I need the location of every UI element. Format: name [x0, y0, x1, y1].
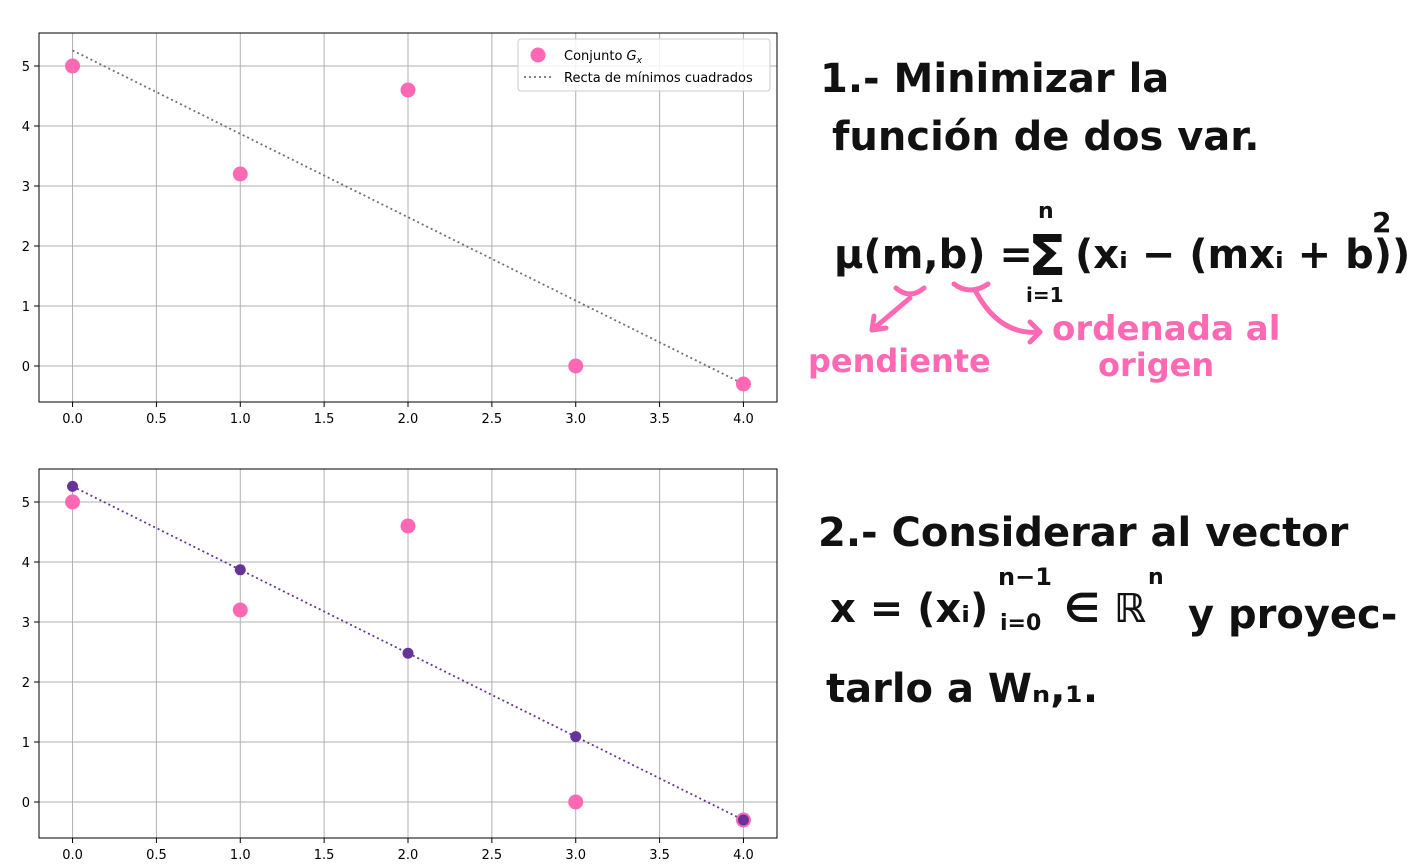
x-tick-label: 1.0: [230, 848, 251, 863]
legend-label: Conjunto Gx: [564, 49, 643, 66]
y-tick-label: 4: [22, 120, 30, 135]
y-tick-label: 0: [22, 360, 30, 375]
x-tick-label: 1.5: [314, 848, 335, 863]
legend: Conjunto Gx Recta de mínimos cuadrados: [517, 38, 771, 92]
formula-rhs: (xᵢ − (mxᵢ + b)): [1075, 232, 1410, 278]
x-tick-label: 0.0: [62, 412, 83, 427]
x-tick-label: 2.0: [398, 848, 419, 863]
step2-line3: tarlo a Wₙ,₁.: [826, 666, 1098, 712]
data-point: [65, 58, 81, 74]
data-point: [232, 602, 248, 618]
legend-label: Recta de mínimos cuadrados: [564, 71, 753, 86]
data-point: [735, 376, 751, 392]
step2-line1: 2.- Considerar al vector: [818, 510, 1349, 556]
data-point: [232, 166, 248, 182]
x-tick-label: 3.0: [565, 848, 586, 863]
data-point: [568, 358, 584, 374]
y-tick-label: 2: [22, 240, 30, 255]
chart-2: 0.0 0.5 1.0 1.5 2.0 2.5 3.0 3.5 4.0 0 1 2 3 4 5: [22, 468, 778, 863]
data-point: [65, 494, 81, 510]
formula-lhs: μ(m,b) =: [834, 232, 1033, 278]
projected-point: [570, 731, 582, 743]
x-tick-label: 1.0: [230, 412, 251, 427]
annotation-origen: origen: [1098, 346, 1214, 384]
y-tick-label: 3: [22, 180, 30, 195]
annotation-pendiente: pendiente: [808, 342, 991, 380]
x-tick-label: 0.5: [146, 412, 167, 427]
step2-line2c: y proyec-: [1188, 592, 1397, 638]
formula-sum-top: n: [1038, 199, 1054, 224]
x-tick-label: 0.5: [146, 848, 167, 863]
chart-1: 0.0 0.5 1.0 1.5 2.0 2.5 3.0 3.5 4.0 0 1 2 3 4 5 Conjunt…: [22, 32, 778, 427]
brace-b-icon: [951, 281, 991, 293]
projected-point: [737, 814, 749, 826]
data-point: [568, 794, 584, 810]
y-tick-label: 4: [22, 556, 30, 571]
formula-sum-bottom: i=1: [1026, 283, 1064, 307]
x-tick-label: 3.5: [649, 848, 670, 863]
x-tick-label: 4.0: [733, 412, 754, 427]
x-tick-label: 2.5: [482, 848, 503, 863]
y-tick-label: 1: [22, 300, 30, 315]
step2-line2-sub: i=0: [1000, 611, 1041, 636]
projected-point: [234, 564, 246, 576]
y-tick-label: 1: [22, 736, 30, 751]
x-tick-label: 0.0: [62, 848, 83, 863]
step2-line2-supn: n: [1148, 565, 1164, 590]
arrowhead-ordenada-icon: [1027, 319, 1043, 345]
step1-line1: 1.- Minimizar la: [820, 56, 1169, 102]
projected-point: [67, 480, 79, 492]
data-point: [400, 82, 416, 98]
step1-line2: función de dos var.: [832, 114, 1259, 160]
step2-line2a: x = (xᵢ): [830, 586, 988, 632]
x-tick-label: 1.5: [314, 412, 335, 427]
y-tick-label: 5: [22, 496, 30, 511]
plot-frame: [38, 468, 778, 839]
projected-point: [402, 647, 414, 659]
x-tick-label: 4.0: [733, 848, 754, 863]
arrow-to-pendiente-icon: [869, 295, 913, 333]
legend-box: [517, 38, 771, 92]
y-tick-label: 0: [22, 796, 30, 811]
legend-marker: [530, 47, 546, 63]
formula-exponent: 2: [1372, 206, 1391, 239]
arrowhead-pendiente-icon: [869, 313, 889, 333]
brace-m-icon: [893, 285, 927, 297]
step2-line2b: ∈ ℝ: [1064, 586, 1146, 632]
x-tick-label: 2.5: [482, 412, 503, 427]
plot-frame: [38, 32, 778, 403]
x-tick-label: 2.0: [398, 412, 419, 427]
y-tick-label: 3: [22, 616, 30, 631]
data-point: [400, 518, 416, 534]
y-tick-label: 5: [22, 60, 30, 75]
y-tick-label: 2: [22, 676, 30, 691]
annotation-ordenada: ordenada al: [1052, 309, 1280, 349]
step2-line2-sup: n−1: [998, 563, 1052, 591]
x-tick-label: 3.0: [565, 412, 586, 427]
formula-sum-symbol: Σ: [1028, 224, 1066, 289]
arrow-to-ordenada-icon: [973, 289, 1043, 335]
annotation-arrows: [869, 281, 1043, 345]
x-tick-label: 3.5: [649, 412, 670, 427]
